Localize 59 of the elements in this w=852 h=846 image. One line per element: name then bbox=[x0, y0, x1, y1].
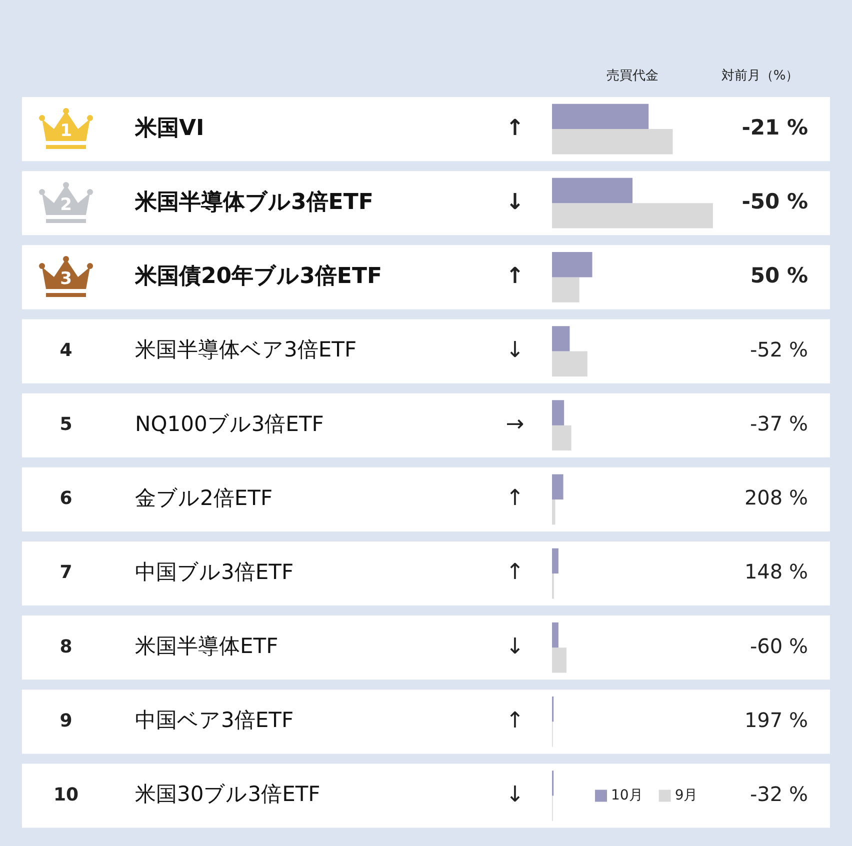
text: ↓ bbox=[506, 190, 524, 215]
text: -50 % bbox=[742, 190, 808, 214]
bar bbox=[552, 474, 564, 500]
text: 1 bbox=[59, 121, 73, 142]
text: 5 bbox=[60, 414, 72, 436]
text: 4 bbox=[60, 340, 72, 361]
text: 8 bbox=[60, 636, 72, 658]
bar bbox=[552, 277, 580, 302]
bar bbox=[552, 104, 649, 130]
bar bbox=[552, 326, 570, 352]
y-tick-label: 中国ブル3倍ETF bbox=[135, 560, 294, 584]
text: 7 bbox=[60, 562, 72, 584]
bar bbox=[552, 622, 558, 648]
text: 148 % bbox=[744, 560, 808, 584]
text: ↓ bbox=[506, 782, 524, 808]
text: -52 % bbox=[750, 337, 808, 362]
text: ↑ bbox=[506, 708, 524, 734]
text: 対前月（%） bbox=[721, 67, 799, 84]
y-tick-label: 米国VI bbox=[134, 116, 204, 141]
text: -60 % bbox=[750, 634, 808, 658]
text: ↑ bbox=[506, 116, 524, 141]
text: 10 bbox=[53, 784, 79, 806]
text: → bbox=[506, 412, 524, 438]
legend-label: 10月 bbox=[611, 787, 643, 804]
text: 197 % bbox=[744, 708, 808, 732]
text: ↑ bbox=[506, 560, 524, 586]
text: ↓ bbox=[506, 634, 524, 660]
text: 6 bbox=[60, 488, 72, 510]
bar bbox=[552, 548, 558, 574]
text: 9 bbox=[60, 710, 72, 732]
bar bbox=[552, 499, 556, 525]
bar bbox=[552, 252, 592, 278]
y-tick-label: 米国半導体ブル3倍ETF bbox=[134, 188, 374, 215]
bar bbox=[552, 129, 673, 154]
y-tick-label: 米国債20年ブル3倍ETF bbox=[134, 264, 382, 289]
y-tick-label: 米国30ブル3倍ETF bbox=[135, 782, 320, 806]
text: 3 bbox=[59, 269, 73, 290]
y-tick-label: NQ100ブル3倍ETF bbox=[135, 412, 324, 436]
bar bbox=[552, 425, 572, 451]
bar bbox=[552, 351, 588, 376]
text: ↑ bbox=[506, 264, 524, 289]
y-tick-label: 中国ベア3倍ETF bbox=[135, 708, 294, 732]
bar bbox=[552, 400, 564, 426]
text: ↑ bbox=[506, 486, 524, 512]
text: ↓ bbox=[506, 338, 524, 363]
y-tick-label: 米国半導体ETF bbox=[135, 634, 278, 658]
text: 50 % bbox=[750, 264, 808, 288]
text: -21 % bbox=[742, 115, 808, 140]
text: -37 % bbox=[750, 412, 808, 436]
bar bbox=[552, 203, 713, 228]
text: 売買代金 bbox=[606, 68, 658, 84]
bar bbox=[552, 178, 632, 204]
y-tick-label: 米国半導体ベア3倍ETF bbox=[135, 338, 357, 362]
text: 208 % bbox=[744, 486, 808, 510]
bar bbox=[552, 648, 566, 673]
y-tick-label: 金ブル2倍ETF bbox=[135, 486, 273, 510]
text: -32 % bbox=[750, 782, 808, 806]
legend-label: 9月 bbox=[674, 787, 698, 804]
text: 2 bbox=[59, 195, 73, 216]
